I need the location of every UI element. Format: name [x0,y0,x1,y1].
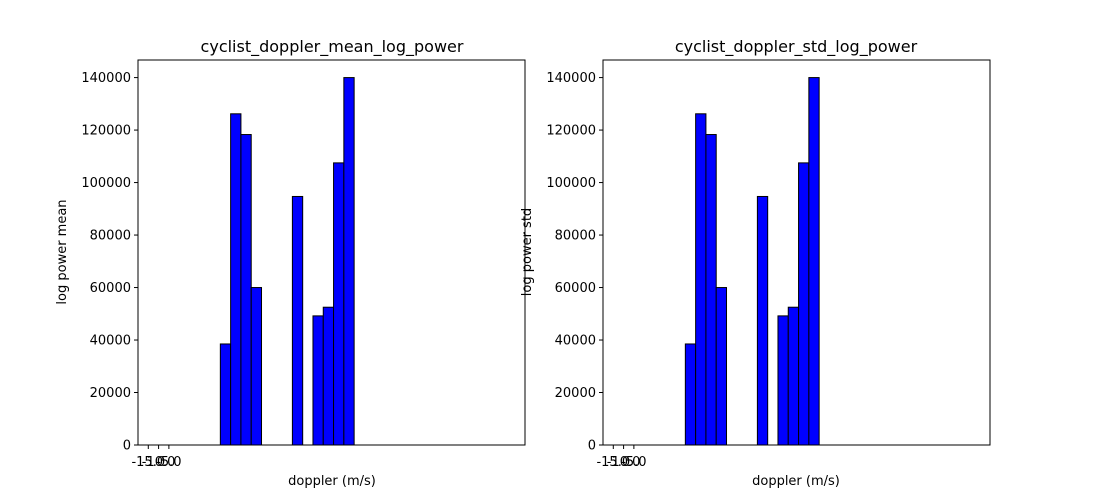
y-tick-label: 0 [588,439,596,454]
bar [715,287,728,446]
plot-frame [602,59,991,446]
chart-title: cyclist_doppler_std_log_power [675,37,918,57]
chart-title: cyclist_doppler_mean_log_power [201,37,464,57]
plot-frame [137,59,526,446]
bar [705,134,717,446]
bar [798,162,810,446]
y-tick-label: 100000 [546,176,596,191]
y-ticks: 0 20000 40000 60000 80000 100000 120000 140000 [546,71,603,454]
bar [312,315,324,446]
y-tick-label: 0 [123,439,131,454]
y-tick-label: 40000 [90,334,131,349]
bar [808,77,820,446]
subplot-std: cyclist_doppler_std_log_power doppler (m… [520,37,991,489]
x-tick-label: -5.0 [156,455,181,470]
y-tick-label: 20000 [555,386,596,401]
bar [684,343,697,446]
bar-group [613,77,974,446]
x-ticks: -15.0-10.0-5.0 [596,445,647,470]
y-tick-label: 100000 [81,176,131,191]
y-tick-label: 60000 [90,281,131,296]
bar [291,195,304,446]
bar [787,306,800,446]
bar [230,113,242,446]
y-axis-label: log power std [520,208,535,296]
bar [240,134,252,446]
y-axis-label: log power mean [55,199,70,304]
x-axis-label: doppler (m/s) [752,474,840,489]
x-tick-label: -10.0 [142,455,176,470]
bar [219,343,232,446]
bar [322,306,335,446]
bar [250,287,263,446]
y-tick-label: 140000 [546,71,596,86]
y-tick-label: 80000 [90,229,131,244]
x-axis-label: doppler (m/s) [288,474,376,489]
y-tick-label: 40000 [555,334,596,349]
x-ticks: -15.0-10.0-5.0 [131,445,182,470]
y-tick-label: 120000 [546,124,596,139]
bar [695,113,707,446]
bar [777,315,789,446]
x-tick-label: -5.0 [621,455,646,470]
y-ticks: 0 20000 40000 60000 80000 100000 120000 140000 [81,71,138,454]
y-tick-label: 140000 [81,71,131,86]
x-tick-label: -15.0 [131,455,165,470]
x-tick-label: -10.0 [607,455,641,470]
bar [343,77,355,446]
y-tick-label: 80000 [555,229,596,244]
bar [333,162,345,446]
y-tick-label: 120000 [81,124,131,139]
y-tick-label: 20000 [90,386,131,401]
bar [756,195,769,446]
x-tick-label: -15.0 [596,455,630,470]
subplot-mean: cyclist_doppler_mean_log_power doppler (… [55,37,526,489]
y-tick-label: 60000 [555,281,596,296]
